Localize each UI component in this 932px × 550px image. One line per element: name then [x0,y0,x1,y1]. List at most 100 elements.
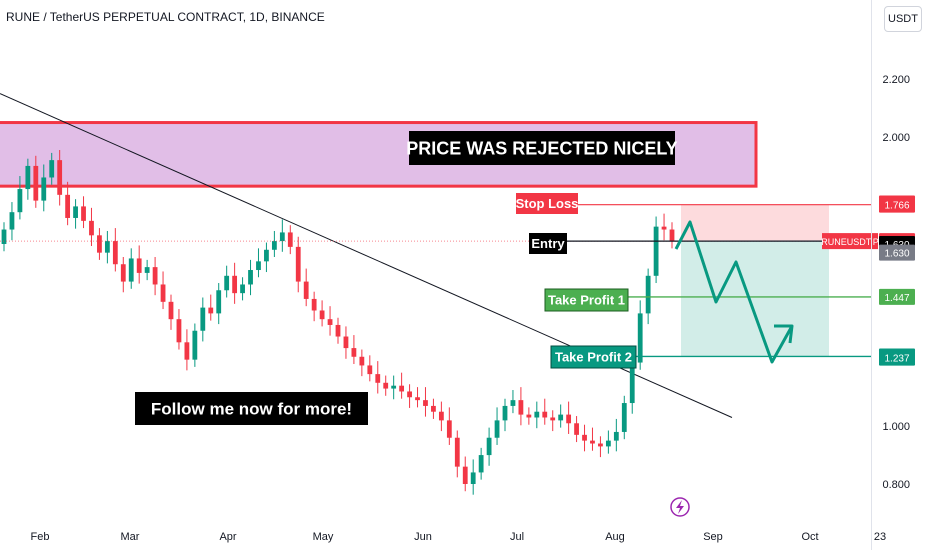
candle [224,265,230,298]
candle [335,317,341,344]
price-tick-label: 1.000 [882,421,910,433]
stop-loss-area[interactable] [681,204,829,242]
time-tick-label: Apr [219,531,236,543]
take-profit-1-label[interactable]: Take Profit 1 [544,288,629,312]
candle [152,257,158,296]
candle [431,398,436,419]
candle [470,459,476,495]
candle [383,375,389,396]
candle [240,277,245,301]
entry-label[interactable]: Entry [529,233,567,254]
candles-group [1,150,675,495]
candle [216,283,222,325]
candle [9,202,15,241]
candle [613,418,619,452]
candle [359,349,365,377]
time-tick-label: Feb [31,531,50,543]
candle [423,387,428,417]
svg-text:Take Profit 1: Take Profit 1 [548,293,625,308]
price-tick-label: 2.200 [882,74,910,86]
time-tick-label: Oct [801,531,818,543]
price-rejected-label[interactable]: PRICE WAS REJECTED NICELY [406,131,678,165]
price-tick-label: 2.000 [882,132,910,144]
candle [248,259,253,296]
projection-path[interactable] [674,220,794,364]
candle [438,401,444,432]
candle [534,401,540,429]
candle [558,404,564,428]
candle [104,230,110,264]
price-tag: 1.630 [879,244,915,261]
svg-text:PRICE WAS REJECTED NICELY: PRICE WAS REJECTED NICELY [406,138,677,158]
candle [637,300,643,370]
candle [97,228,102,260]
projection-arrowhead [774,324,794,344]
candle [176,309,182,350]
price-axis-separator [871,0,872,550]
candle [89,207,94,247]
svg-text:RUNEUSDT.P: RUNEUSDT.P [821,237,879,247]
candle [168,294,174,330]
candle [478,447,484,480]
candle [510,390,516,414]
lightning-icon[interactable] [670,497,690,517]
take-profit-area[interactable] [681,241,829,357]
svg-text:1.630: 1.630 [884,249,909,260]
candle [319,300,325,327]
candle [502,398,508,432]
price-tick-label: 0.800 [882,479,910,491]
time-tick-label: 23 [874,531,886,543]
candle [462,456,468,492]
candle [446,407,452,445]
candle [653,216,659,284]
candle [566,401,572,434]
follow-me-label[interactable]: Follow me now for more! [135,392,368,425]
candle [526,407,532,425]
candle [120,257,126,293]
candle [41,164,47,212]
candle [669,222,675,249]
candle [25,158,31,200]
time-tick-label: Sep [703,531,723,543]
time-tick-label: Aug [605,531,625,543]
candle [518,387,524,426]
candle [128,248,134,289]
time-tick-label: Mar [121,531,140,543]
take-profit-2-label[interactable]: Take Profit 2 [550,345,637,369]
candle [295,236,301,293]
candle [574,416,579,443]
currency-button[interactable]: USDT [884,6,922,32]
candle [582,424,587,452]
candle [112,228,118,272]
candle [311,291,317,322]
candle [598,436,603,458]
candle [33,155,39,208]
candle [256,248,261,278]
stop-loss-label[interactable]: Stop Loss [516,193,579,214]
candle [303,268,309,307]
svg-text:1.766: 1.766 [884,201,909,212]
candle [65,181,71,226]
candle [232,262,238,304]
price-tag: 1.766 [879,196,915,213]
candle [486,427,492,466]
candle [661,213,667,241]
candle [605,430,611,454]
svg-text:Follow me now for more!: Follow me now for more! [151,400,352,419]
candle [192,323,198,367]
svg-text:1.447: 1.447 [884,293,909,304]
candle [621,395,627,440]
candle [57,150,63,206]
candle [144,259,150,281]
candle [550,410,556,432]
candle [49,152,55,185]
symbol-tag: RUNEUSDT.P [821,233,879,250]
candle [454,430,460,478]
candle [279,219,285,252]
candle [375,361,381,394]
candle [208,294,214,321]
candle [391,375,397,400]
svg-text:Entry: Entry [531,236,565,251]
candle [351,335,357,364]
